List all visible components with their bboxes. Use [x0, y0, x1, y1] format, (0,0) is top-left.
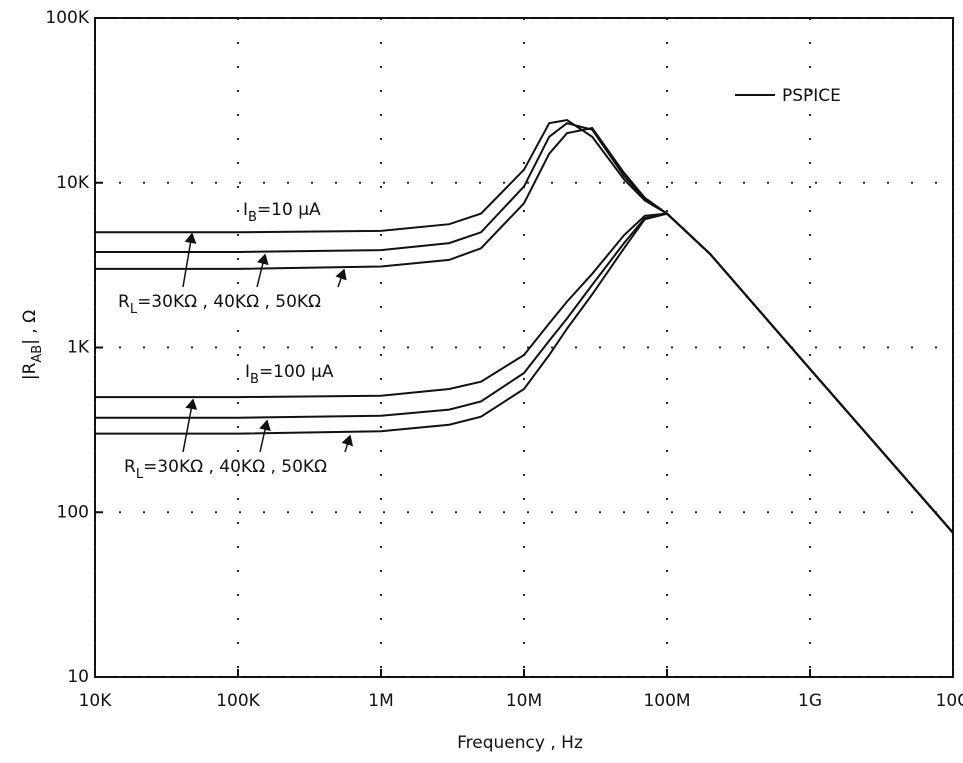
y-tick-label: 100K	[45, 8, 89, 28]
x-tick-label: 100K	[216, 691, 260, 711]
annotation-part: =30KΩ , 40KΩ , 50KΩ	[143, 457, 327, 477]
y-tick-label: 10	[67, 667, 89, 687]
annotation-part: =30KΩ , 40KΩ , 50KΩ	[137, 292, 321, 312]
x-tick-label: 10M	[506, 691, 542, 711]
x-tick-label: 100M	[643, 691, 690, 711]
y-axis-label-part: | , Ω	[20, 310, 40, 345]
annotation-part: R	[124, 457, 136, 477]
annotation: RL=30KΩ , 40KΩ , 50KΩ	[124, 457, 327, 482]
legend-label: PSPICE	[782, 86, 841, 106]
x-tick-label: 10K	[79, 691, 113, 711]
annotation-part: L	[136, 467, 144, 482]
annotation-part: =10 µA	[257, 200, 321, 220]
x-tick-label: 1G	[798, 691, 822, 711]
annotation-part: R	[118, 292, 130, 312]
annotation: IB=10 µA	[243, 200, 321, 225]
annotation-part: B	[248, 210, 257, 225]
plot-frame	[94, 17, 954, 678]
series-line	[95, 212, 954, 534]
annotation-arrows	[182, 232, 354, 453]
annotation-part: L	[130, 302, 138, 317]
y-tick-label: 100	[57, 502, 89, 522]
y-axis-label-part: AB	[30, 345, 45, 363]
x-axis-label: Frequency , Hz	[457, 733, 583, 753]
y-tick-label: 1K	[67, 338, 90, 358]
y-axis-label: |RAB| , Ω	[20, 310, 45, 380]
annotation-part: B	[250, 372, 259, 387]
y-axis-label-part: |R	[20, 362, 40, 380]
annotation: RL=30KΩ , 40KΩ , 50KΩ	[118, 292, 321, 317]
x-tick-label: 10G	[936, 691, 963, 711]
annotation-part: I	[245, 362, 250, 382]
series-line	[95, 212, 954, 534]
x-tick-label: 1M	[368, 691, 393, 711]
annotation: IB=100 µA	[245, 362, 334, 387]
y-tick-label: 10K	[56, 173, 90, 193]
annotation-part: I	[243, 200, 248, 220]
annotation-part: =100 µA	[259, 362, 334, 382]
